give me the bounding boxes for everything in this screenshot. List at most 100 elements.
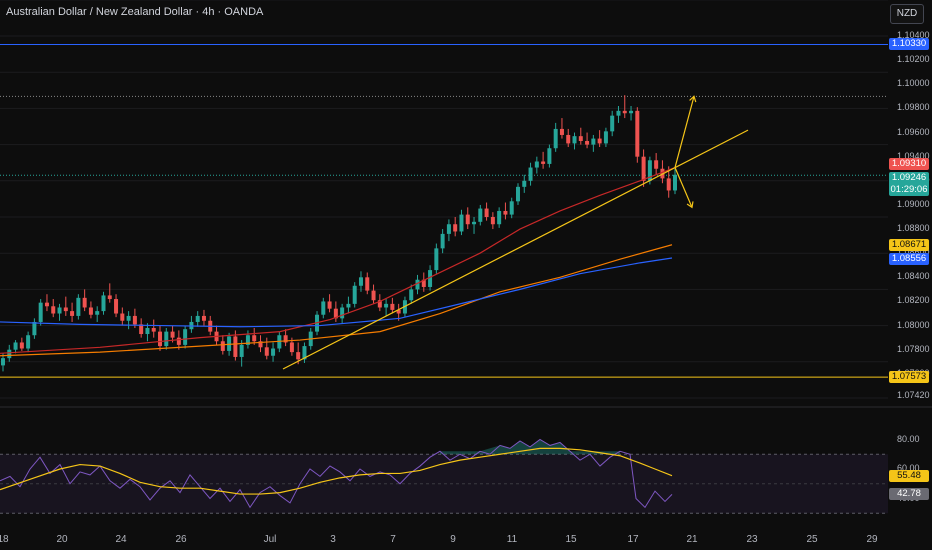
candle-body — [57, 307, 62, 314]
time-tick-label: 24 — [115, 534, 127, 545]
projection-arrow-up-head — [689, 95, 697, 103]
rsi-tick-label: 80.00 — [897, 433, 920, 444]
candle-body — [26, 335, 31, 349]
rsi-ma-line — [0, 447, 673, 495]
candle-body — [183, 329, 188, 345]
chart-title: Australian Dollar / New Zealand Dollar ·… — [6, 6, 264, 18]
candle-body — [114, 299, 119, 314]
candle-body — [654, 160, 659, 169]
candle-body — [597, 138, 602, 144]
candle-body — [63, 307, 68, 312]
ema-short-price-label: 1.09310 — [889, 157, 929, 170]
time-tick-label: 29 — [866, 534, 878, 545]
candle-body — [641, 156, 646, 181]
time-tick-label: 11 — [506, 534, 518, 545]
projection-arrow-down — [674, 167, 693, 208]
time-tick-label: 17 — [627, 534, 639, 545]
candle-body — [415, 279, 420, 290]
price-tick-label: 1.08400 — [897, 271, 930, 282]
price-tick-label: 1.08200 — [897, 295, 930, 306]
candle-body — [220, 341, 225, 351]
currency-selector-button[interactable]: NZD — [890, 4, 924, 24]
price-tick-label: 1.07800 — [897, 343, 930, 354]
candle-body — [635, 110, 640, 157]
candle-body — [333, 308, 338, 319]
candle-body — [484, 208, 489, 217]
candle-body — [201, 315, 206, 321]
trendline — [282, 129, 749, 370]
candle-body — [541, 161, 546, 164]
candle-body — [88, 307, 93, 315]
time-tick-label: 23 — [746, 534, 758, 545]
candle-body — [70, 311, 75, 316]
candle-body — [591, 138, 596, 145]
time-tick-label: 3 — [330, 534, 336, 545]
candle-body — [522, 180, 527, 187]
candle-body — [126, 315, 131, 321]
candle-body — [13, 342, 18, 350]
candle-body — [296, 352, 301, 360]
candle-body — [340, 307, 345, 319]
price-tick-label: 1.10400 — [897, 30, 930, 41]
price-tick-label: 1.10000 — [897, 78, 930, 89]
resistance-price-label: 1.10330 — [889, 38, 929, 51]
candle-body — [421, 279, 426, 287]
candle-body — [509, 201, 514, 215]
candle-body — [428, 270, 433, 287]
price-tick-label: 1.09600 — [897, 126, 930, 137]
price-tick-label: 1.10200 — [897, 54, 930, 65]
candle-body — [365, 277, 370, 291]
candle-body — [32, 321, 37, 336]
candle-body — [158, 331, 163, 347]
candle-body — [453, 224, 458, 232]
candle-body — [1, 358, 5, 366]
time-tick-label: 21 — [686, 534, 698, 545]
candle-body — [666, 178, 671, 191]
candle-body — [139, 324, 144, 335]
price-tick-label: 1.09000 — [897, 198, 930, 209]
candle-body — [396, 309, 401, 314]
candle-body — [629, 110, 634, 114]
price-tick-label: 1.09400 — [897, 150, 930, 161]
candle-body — [132, 315, 137, 325]
time-tick-label: 26 — [175, 534, 187, 545]
projection-arrow-down-head — [686, 201, 694, 209]
candle-body — [327, 301, 332, 309]
candle-body — [610, 115, 615, 132]
candle-body — [252, 335, 257, 342]
candle-body — [553, 128, 558, 149]
candle-body — [622, 110, 627, 114]
candle-body — [566, 134, 571, 144]
candle-body — [490, 217, 495, 225]
time-tick-label: 9 — [450, 534, 456, 545]
candle-body — [7, 349, 12, 359]
candle-body — [559, 128, 564, 135]
candle-body — [346, 303, 351, 308]
rsi-value-label: 42.78 — [889, 488, 929, 501]
candle-body — [603, 131, 608, 144]
candle-body — [195, 315, 200, 322]
candle-body — [38, 302, 43, 322]
candle-body — [578, 136, 583, 141]
candle-body — [321, 301, 326, 315]
price-tick-label: 1.08000 — [897, 319, 930, 330]
candle-body — [302, 346, 307, 360]
candle-body — [271, 348, 276, 356]
candle-body — [19, 342, 24, 349]
candle-body — [289, 342, 294, 353]
candle-body — [258, 341, 263, 348]
candle-body — [585, 140, 590, 145]
candle-body — [95, 311, 100, 315]
candle-body — [358, 277, 363, 286]
time-tick-label: Jul — [263, 534, 277, 545]
candle-body — [151, 327, 156, 332]
candle-body — [170, 331, 175, 338]
candle-body — [497, 210, 502, 225]
candle-body — [390, 303, 395, 310]
candle-body — [145, 327, 150, 335]
candle-body — [44, 302, 49, 307]
candle-body — [572, 136, 577, 144]
time-tick-label: 18 — [0, 534, 9, 545]
candle-body — [673, 174, 677, 191]
